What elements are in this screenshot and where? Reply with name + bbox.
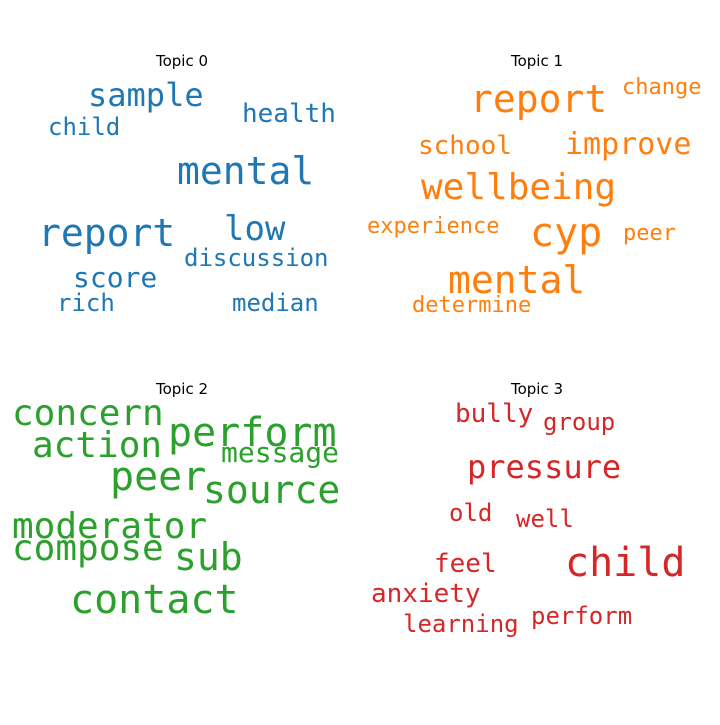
word-wellbeing: wellbeing: [421, 167, 616, 208]
word-learning: learning: [403, 610, 519, 638]
word-improve: improve: [565, 127, 691, 162]
word-experience: experience: [367, 214, 499, 239]
word-perform: perform: [531, 602, 632, 630]
word-well: well: [516, 505, 574, 533]
word-old: old: [449, 499, 492, 527]
word-peer: peer: [110, 454, 206, 500]
topic-panel-1: Topic 1 report change school improve wellbein…: [367, 52, 701, 318]
word-concern: concern: [12, 393, 164, 434]
word-source: source: [203, 468, 340, 512]
word-sub: sub: [174, 535, 243, 579]
topic-title: Topic 2: [155, 380, 208, 398]
word-change: change: [622, 75, 701, 100]
word-cyp: cyp: [530, 210, 602, 256]
topic-title: Topic 3: [510, 380, 563, 398]
word-message: message: [221, 436, 339, 469]
word-action: action: [32, 425, 162, 466]
word-report: report: [470, 77, 607, 121]
topic-title: Topic 0: [155, 52, 208, 70]
word-mental: mental: [177, 149, 314, 193]
word-score: score: [73, 261, 157, 294]
word-school: school: [418, 131, 512, 161]
word-health: health: [242, 99, 336, 129]
word-peer: peer: [623, 221, 676, 246]
word-mental: mental: [448, 258, 585, 302]
word-child: child: [48, 113, 120, 141]
word-bully: bully: [455, 399, 533, 429]
word-report: report: [38, 211, 175, 255]
word-pressure: pressure: [467, 448, 621, 486]
word-child: child: [565, 540, 685, 586]
word-anxiety: anxiety: [371, 579, 481, 609]
word-rich: rich: [57, 289, 115, 317]
word-group: group: [543, 408, 615, 436]
word-low: low: [224, 209, 286, 249]
word-compose: compose: [12, 528, 164, 569]
word-discussion: discussion: [184, 244, 329, 272]
word-feel: feel: [434, 549, 497, 579]
word-moderator: moderator: [12, 506, 207, 547]
word-sample: sample: [88, 76, 204, 114]
word-contact: contact: [70, 577, 239, 623]
word-determine: determine: [412, 293, 531, 318]
topic-title: Topic 1: [510, 52, 563, 70]
word-perform: perform: [168, 410, 337, 456]
word-median: median: [232, 289, 319, 317]
